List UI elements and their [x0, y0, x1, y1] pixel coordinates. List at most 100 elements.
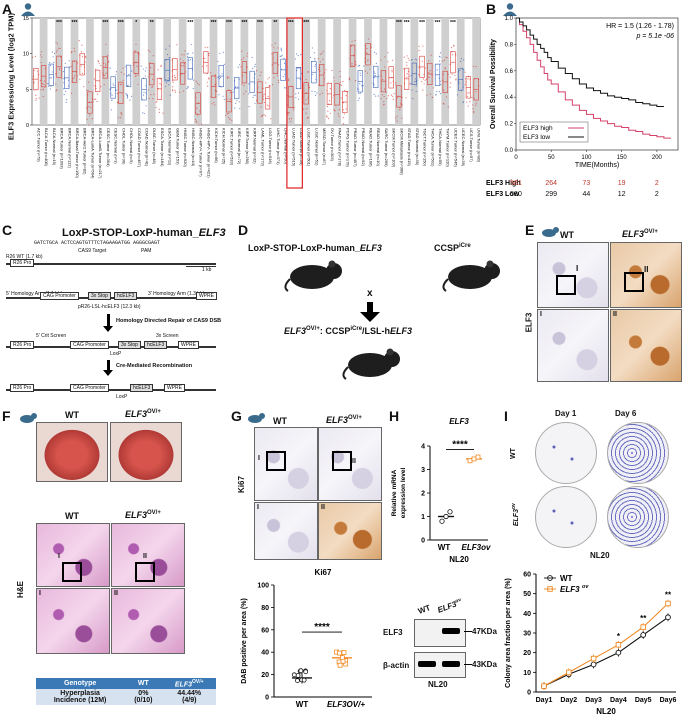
- panel-f-ov-gene-2: ELF3: [125, 510, 148, 520]
- panel-a-point: [88, 124, 90, 126]
- table-header-row: Genotype WT ELF3OV/+: [36, 678, 216, 690]
- panel-a-point: [81, 44, 83, 46]
- panel-a-point: [401, 117, 403, 119]
- panel-a-point: [373, 76, 375, 79]
- panel-a-point: [235, 102, 237, 104]
- panel-i-ov-gene: ELF3: [513, 509, 521, 527]
- panel-a-point: [459, 69, 461, 71]
- panel-a-point: [40, 51, 42, 53]
- panel-a-point: [152, 98, 154, 100]
- panel-a-point: [339, 81, 342, 83]
- panel-a-point: [288, 118, 291, 120]
- panel-a-point: [354, 39, 356, 42]
- panel-a-point: [453, 45, 455, 47]
- panel-g-ytick-label: 100: [257, 583, 269, 590]
- panel-a-point: [83, 86, 85, 88]
- panel-a-label: A: [2, 1, 13, 17]
- panel-a-point: [333, 77, 335, 79]
- panel-a-xlabel: HNSC-HPV+.Tumor (n=97): [199, 128, 204, 177]
- panel-a-point: [206, 85, 209, 87]
- panel-a-point: [280, 47, 282, 49]
- panel-a-point: [243, 93, 245, 95]
- panel-a-point: [254, 102, 256, 104]
- panel-a-point: [93, 98, 96, 101]
- panel-a-point: [392, 95, 394, 97]
- panel-a-stripe: [194, 18, 202, 125]
- panel-a-xlabel: LUSC.Tumor (n=501): [307, 128, 312, 167]
- panel-a-xlabel: MESO.Tumor (n=87): [322, 128, 327, 166]
- panel-b-ylabel: Overall Survival Possibility: [490, 39, 497, 129]
- panel-a-point: [143, 112, 145, 115]
- panel-a-point: [176, 44, 178, 46]
- panel-a-point: [469, 78, 471, 80]
- panel-a-point: [120, 71, 122, 73]
- panel-a-point: [95, 87, 97, 90]
- panel-e-side-label: ELF3: [524, 312, 534, 333]
- table-header-ov-gene: ELF3: [174, 681, 193, 689]
- panel-a-point: [432, 87, 434, 89]
- panel-f-side-label: H&E: [15, 581, 25, 598]
- panel-a-point: [466, 101, 468, 103]
- blot-actin-band-ov: [442, 661, 460, 667]
- panel-e-wt-low: [537, 242, 609, 308]
- panel-a-stripe: [348, 18, 357, 125]
- panel-a-xlabel: KIRP.Tumor (n=290): [245, 128, 250, 165]
- panel-b-hr: HR = 1.5 (1.26 - 1.78): [606, 23, 674, 30]
- metric-line-1: Hyperplasia: [60, 690, 100, 698]
- panel-a-point: [428, 60, 430, 62]
- table-header-wt: WT: [137, 680, 149, 688]
- panel-a-point: [290, 120, 292, 123]
- panel-a-point: [50, 85, 52, 88]
- panel-e-ov-roi: [624, 272, 644, 292]
- panel-a-point: [358, 64, 361, 66]
- panel-a-point: [308, 86, 311, 89]
- panel-b-ytick-label: 0.6: [505, 69, 514, 75]
- panel-a-stripe: [456, 18, 465, 125]
- panel-a-xlabel: STAD.Normal (n=35): [415, 128, 420, 166]
- panel-i-ytick-label: 0: [527, 690, 531, 697]
- panel-a-point: [271, 44, 273, 46]
- panel-i-ytick-label: 40: [523, 611, 531, 618]
- panel-a-point: [174, 89, 176, 91]
- panel-b-pvalue: p = 5.1e -06: [635, 33, 674, 40]
- cag-promoter-box: CAG Promoter: [40, 292, 79, 300]
- panel-h-point: [447, 509, 453, 515]
- panel-a-point: [104, 65, 107, 67]
- panel-a-xlabel: SKCM.Tumor (n=103): [392, 128, 397, 168]
- panel-a-point: [187, 52, 189, 55]
- panel-f-hi-i: I: [39, 590, 41, 597]
- panel-a-point: [202, 65, 204, 67]
- panel-d-result: ELF3OV/+: CCSPiCre/LSL-hELF3: [284, 326, 412, 336]
- panel-a-stripe: [163, 18, 172, 125]
- result-sup2: iCre: [350, 326, 363, 332]
- panel-b-risk-value: 44: [583, 191, 591, 198]
- panel-a-point: [414, 58, 417, 60]
- panel-a-point: [265, 82, 267, 84]
- panel-a-stripe: [147, 18, 156, 125]
- panel-g-point: [295, 673, 301, 678]
- recomb-cag: CAG Promoter: [70, 384, 109, 392]
- panel-a-point: [42, 95, 44, 98]
- panel-a-point: [268, 85, 270, 87]
- panel-a-point: [179, 58, 182, 60]
- panel-a-point: [373, 71, 375, 73]
- panel-a-point: [399, 109, 401, 111]
- mouse-icon-g: [248, 413, 265, 423]
- panel-a-point: [41, 56, 43, 58]
- panel-g-ov-header: ELF3OV/+: [326, 415, 362, 425]
- panel-i-wt-row: WT: [509, 448, 517, 459]
- panel-a-point: [115, 71, 118, 73]
- panel-a-point: [406, 55, 408, 57]
- panel-a-point: [48, 62, 51, 64]
- panel-g-ylabel: DAB positive per area (%): [241, 598, 248, 684]
- panel-i-point: [541, 683, 547, 689]
- panel-a-point: [87, 81, 90, 83]
- panel-a-point: [196, 82, 199, 85]
- panel-e-ov-header: ELF3OV/+: [622, 229, 658, 239]
- panel-a-stripe: [286, 18, 295, 125]
- panel-e-ov-sup: OV/+: [644, 229, 658, 235]
- panel-a-point: [306, 108, 308, 110]
- panel-a-point: [328, 99, 331, 102]
- panel-a-point: [381, 94, 383, 96]
- panel-a-point: [375, 53, 377, 55]
